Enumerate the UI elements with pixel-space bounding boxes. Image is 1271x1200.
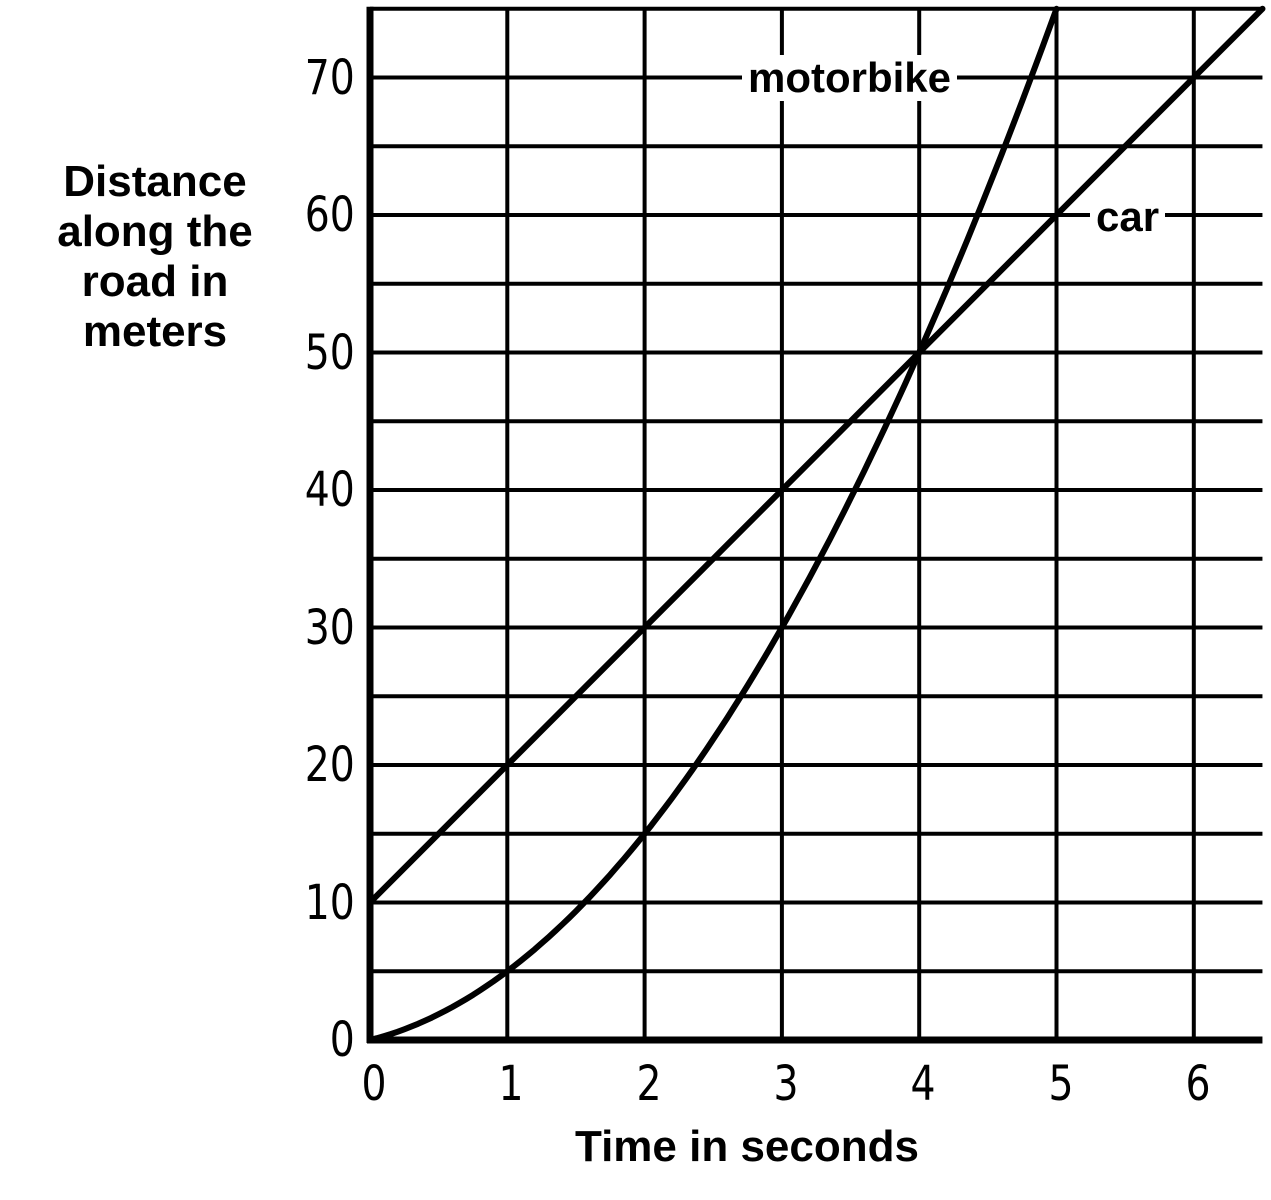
y-axis-label: Distance along the road in meters bbox=[30, 157, 280, 357]
series-line-motorbike bbox=[367, 5, 1060, 1043]
y-tick-label: 50 bbox=[304, 324, 355, 381]
y-axis-label-line: Distance bbox=[63, 157, 247, 206]
x-tick-label: 6 bbox=[1185, 1056, 1211, 1112]
series-label-motorbike: motorbike bbox=[742, 55, 958, 101]
y-tick-label: 40 bbox=[304, 462, 355, 518]
y-axis-label-line: along the bbox=[57, 207, 253, 256]
x-tick-label: 4 bbox=[910, 1056, 936, 1112]
y-axis-label-line: meters bbox=[82, 307, 228, 356]
series-label-car: car bbox=[1090, 194, 1166, 240]
y-tick-label: 70 bbox=[304, 49, 355, 106]
y-axis-label-line: road in bbox=[81, 257, 229, 306]
y-tick-label: 0 bbox=[329, 1012, 355, 1068]
y-tick-label: 30 bbox=[304, 599, 355, 656]
y-tick-label: 10 bbox=[304, 874, 355, 931]
x-tick-label: 1 bbox=[498, 1056, 524, 1112]
x-axis-label: Time in seconds bbox=[575, 1122, 919, 1171]
y-tick-label: 20 bbox=[304, 737, 355, 793]
x-tick-label: 2 bbox=[636, 1056, 662, 1112]
x-tick-label: 5 bbox=[1047, 1056, 1074, 1112]
series-line-car bbox=[367, 5, 1266, 906]
x-tick-label: 0 bbox=[361, 1056, 387, 1112]
x-tick-label: 3 bbox=[773, 1056, 799, 1112]
y-tick-label: 60 bbox=[304, 187, 355, 243]
